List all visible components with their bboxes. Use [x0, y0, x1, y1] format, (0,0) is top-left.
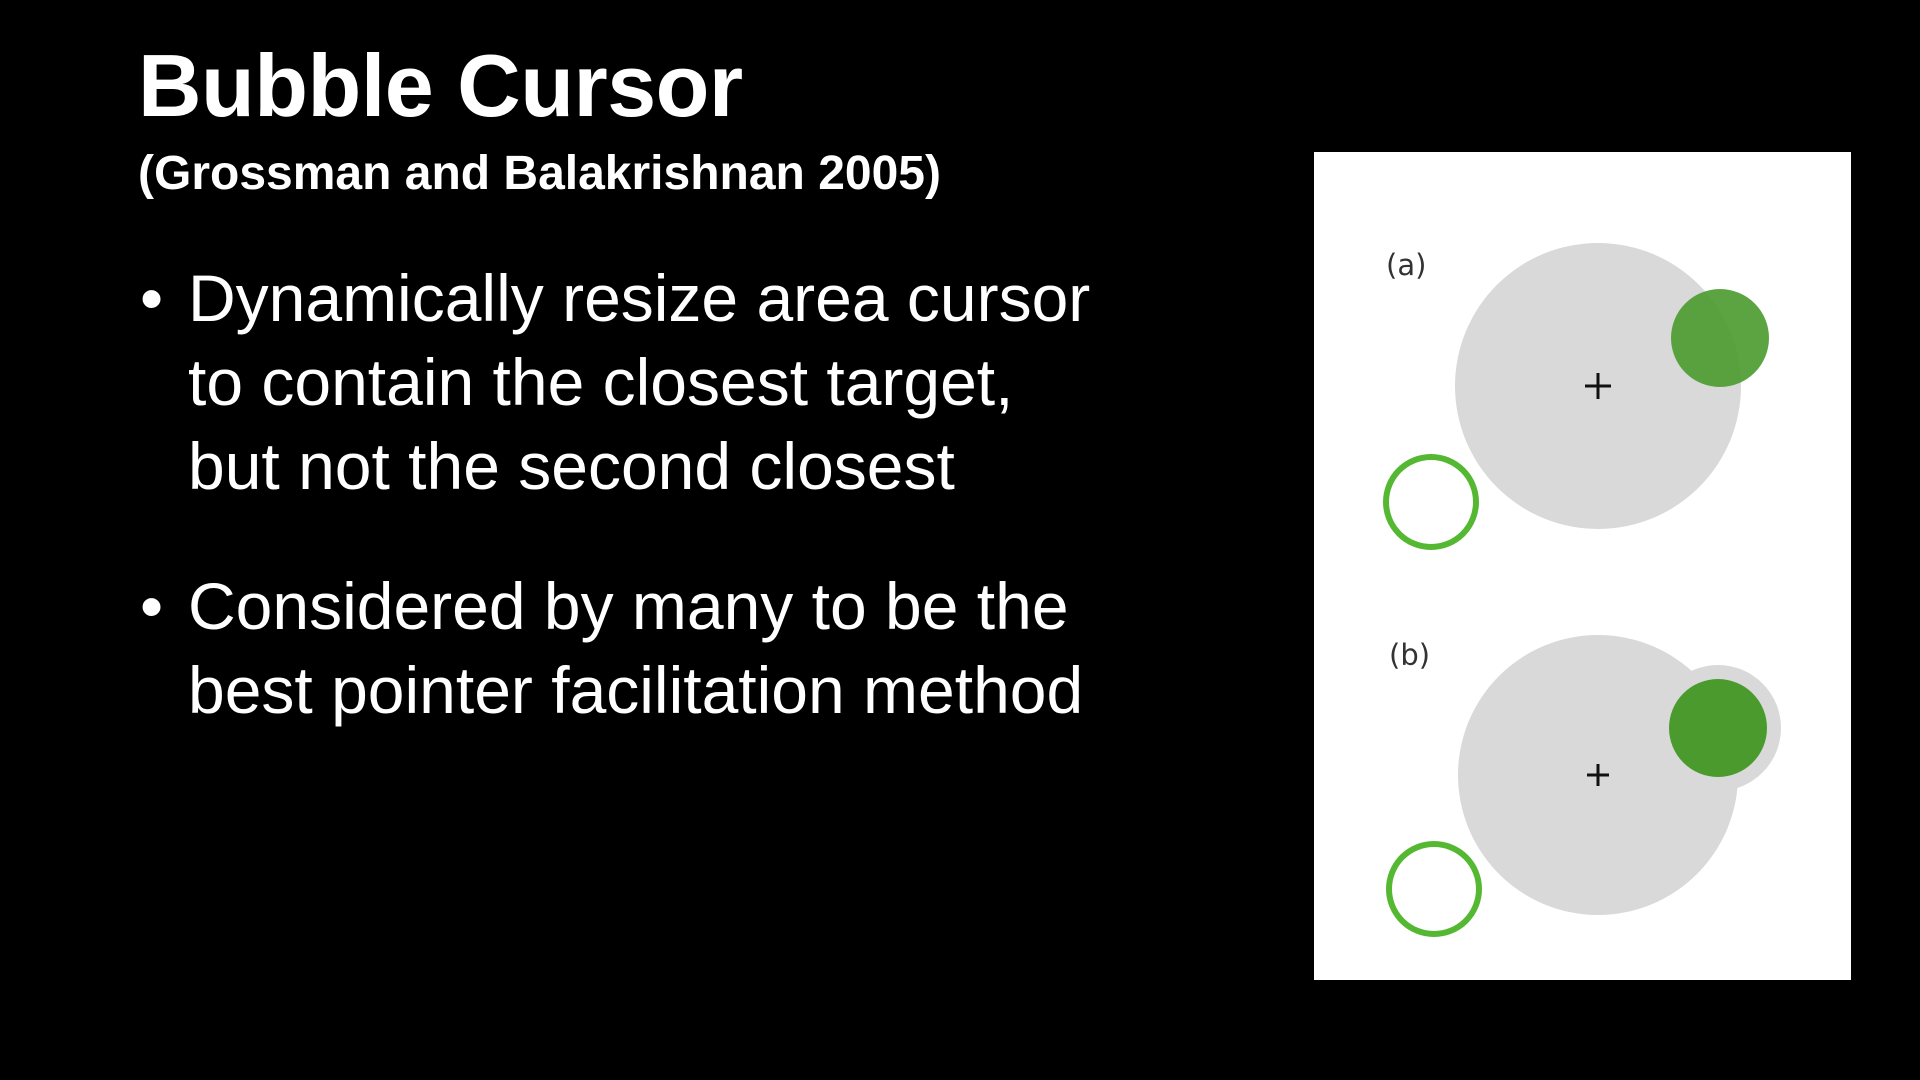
slide-title: Bubble Cursor	[138, 36, 743, 135]
bullet-text: Considered by many to be the best pointe…	[188, 569, 1084, 727]
bullet-dot-icon: •	[140, 569, 164, 643]
bullet-item: • Dynamically resize area cursor to cont…	[138, 256, 1098, 508]
bullet-item: • Considered by many to be the best poin…	[138, 564, 1098, 732]
target-second	[1383, 454, 1479, 550]
crosshair-icon	[1585, 373, 1611, 399]
slide-subtitle: (Grossman and Balakrishnan 2005)	[138, 147, 941, 200]
panel-label-a: (a)	[1386, 248, 1426, 282]
target-second	[1386, 841, 1482, 937]
bullet-dot-icon: •	[140, 261, 164, 335]
panel-b: (b)	[1386, 635, 1781, 937]
target-captured	[1669, 679, 1767, 777]
bullet-list: • Dynamically resize area cursor to cont…	[138, 256, 1098, 788]
panel-a: (a)	[1383, 243, 1769, 550]
bubble-cursor-figure: (a) (b)	[1314, 152, 1851, 980]
bubble-cursor-diagram: (a) (b)	[1314, 152, 1851, 980]
crosshair-icon	[1587, 764, 1609, 786]
target-closest	[1671, 289, 1769, 387]
panel-label-b: (b)	[1389, 638, 1430, 672]
bullet-text: Dynamically resize area cursor to contai…	[188, 261, 1091, 503]
